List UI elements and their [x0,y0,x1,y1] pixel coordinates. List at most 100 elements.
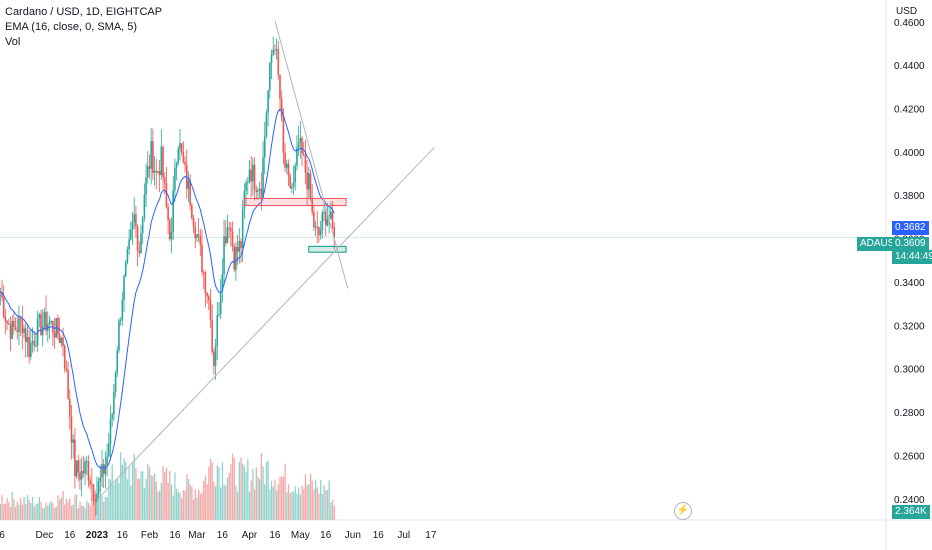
volume-bar [75,494,78,520]
candle-body [43,311,46,327]
candle-body [224,236,227,244]
candle-body [31,341,34,343]
x-tick-label: Jul [397,530,410,541]
y-tick-label: 0.4600 [894,18,925,29]
candle-body [13,320,15,327]
volume-bar [260,453,263,520]
y-tick-label: 0.3000 [894,365,925,376]
candle-body [89,480,91,485]
candle-body [113,391,115,415]
volume-bar [170,484,173,520]
candle-body [138,250,141,253]
candle-body [306,172,308,190]
candle-body [18,317,20,332]
volume-bar [109,479,112,520]
volume-bar [221,462,224,520]
candle-body [91,484,93,486]
volume-indicator-label[interactable]: Vol [5,36,21,48]
candle-body [207,296,210,301]
x-tick-label: Mar [188,530,206,541]
volume-bar [0,504,2,520]
candle-body [269,62,271,91]
volume-bar [318,493,320,520]
candle-body [130,230,132,240]
x-tick-label: 16 [269,530,281,541]
volume-bar [216,465,218,520]
candle-body [267,90,269,113]
candle-body [33,341,36,346]
volume-bar [321,494,324,520]
candle-body [150,141,152,169]
volume-bar [175,488,178,520]
price-axis-unit[interactable]: USD [896,6,918,17]
candle-body [99,477,102,482]
volume-bar [253,489,256,520]
volume-bar [186,474,188,520]
candle-body [109,418,112,444]
x-tick-label: Dec [35,530,53,541]
symbol-title[interactable]: Cardano / USD, 1D, EIGHTCAP [5,6,163,18]
support-zone [308,245,347,253]
candle-body [272,49,274,55]
candle-body [163,177,166,183]
candle-body [4,316,7,322]
candle-body [219,291,222,315]
candle-body [309,173,312,200]
volume-bar [316,487,318,520]
volume-bar [182,490,185,520]
volume-bar [84,507,86,520]
volume-bar [128,467,130,520]
candle-body [189,180,191,205]
candle-body [45,311,47,331]
candle-body [270,54,273,63]
candle-body [257,190,259,192]
candle-body [221,274,224,292]
volume-bar [281,476,283,520]
y-tick-label: 0.3800 [894,191,925,202]
candle-body [240,240,242,249]
volume-bar [92,492,95,520]
volume-bar [126,479,129,520]
volume-bar [177,491,179,520]
volume-bar [165,467,168,520]
candle-body [296,147,298,166]
x-tick-label: 16 [320,530,332,541]
volume-bar [314,479,317,520]
candle-body [58,334,61,344]
volume-bar [108,478,110,520]
volume-bar [70,505,73,520]
candle-body [75,460,78,477]
volume-bar [167,483,169,520]
candle-body [126,249,129,263]
candle-body [287,163,290,176]
volume-bar [238,461,240,520]
volume-bar [4,503,7,520]
candle-body [77,460,80,473]
candle-body [2,297,5,317]
volume-bar [77,508,79,520]
volume-bar [38,496,40,520]
volume-bar [147,463,149,520]
candle-body [14,326,17,331]
ema-indicator-label[interactable]: EMA (16, close, 0, SMA, 5) [5,21,138,33]
candle-body [196,234,198,238]
volume-bar [250,480,252,520]
volume-bar [36,503,39,520]
candle-body [1,291,3,298]
candle-body [119,320,122,322]
candle-body [19,317,22,320]
last-price-tag: 0.3609 [892,237,929,251]
candle-body [318,226,320,236]
volume-bar [114,479,117,520]
volume-bar [137,478,139,520]
candle-body [21,319,24,334]
volume-bar [164,472,166,520]
volume-bar [25,503,27,520]
volume-bar [55,506,57,520]
volume-bar [237,492,239,520]
volume-value-tag: 2.364K [892,505,930,519]
volume-bar [233,458,235,520]
volume-bar [208,466,210,520]
lightning-icon[interactable]: ⚡ [674,502,692,520]
